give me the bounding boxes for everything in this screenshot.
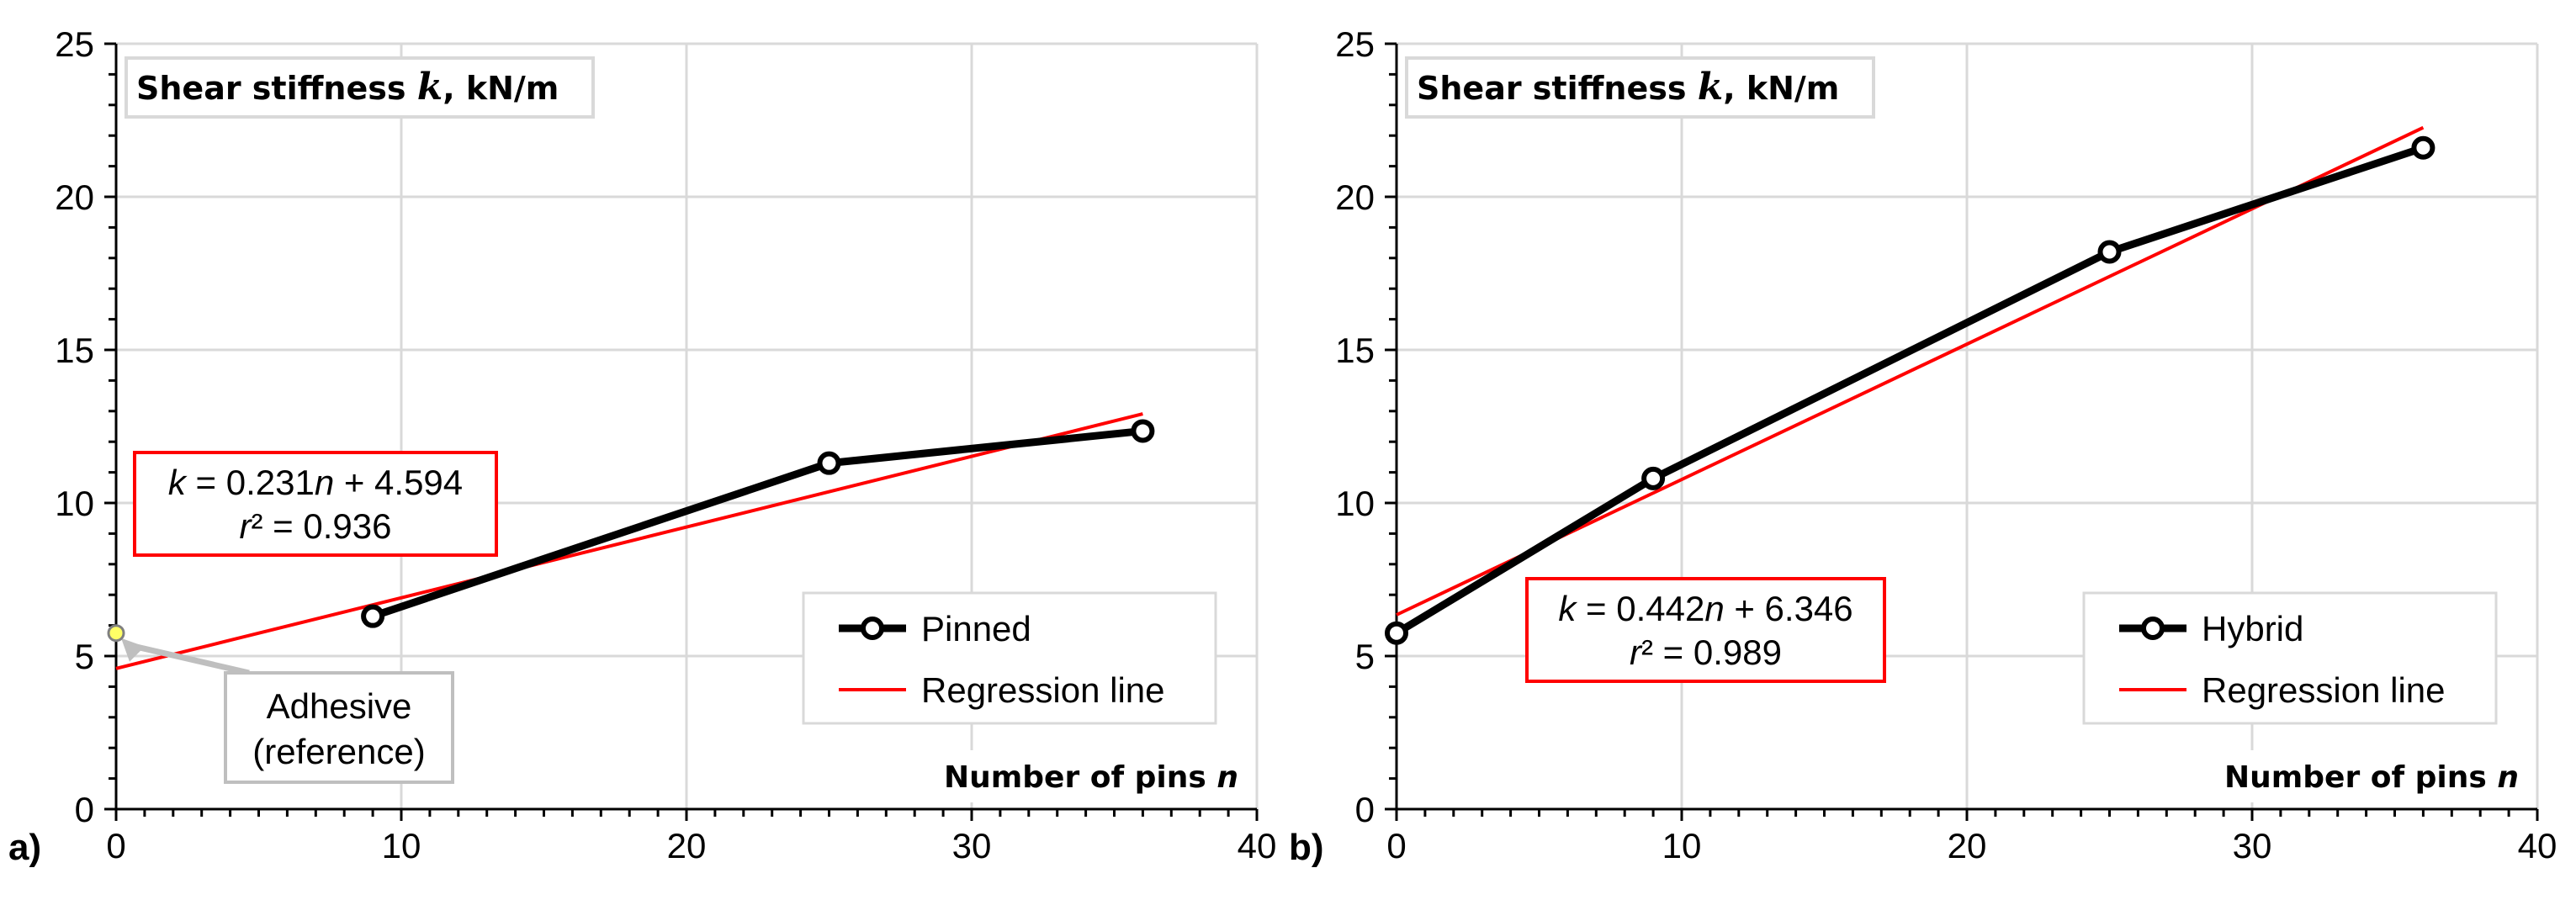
equation-line: k = 0.231n + 4.594 xyxy=(168,463,463,502)
panel-label: a) xyxy=(8,827,41,868)
x-tick-label: 40 xyxy=(1238,826,1277,865)
legend-label-series: Hybrid xyxy=(2202,609,2303,648)
x-tick-label: 20 xyxy=(1948,826,1987,865)
legend-marker xyxy=(861,617,884,640)
y-tick-label: 25 xyxy=(55,24,94,64)
x-axis-label-part: Number of pins xyxy=(2224,760,2497,795)
legend-label-regression: Regression line xyxy=(2202,670,2446,710)
y-tick-label: 20 xyxy=(1335,177,1375,217)
y-tick-label: 10 xyxy=(1335,484,1375,523)
y-axis-label-part: Shear stiffness xyxy=(1417,70,1698,107)
legend: Hybrid Regression line xyxy=(2082,591,2498,725)
legend: Pinned Regression line xyxy=(802,591,1217,725)
y-tick-label: 0 xyxy=(1355,790,1375,829)
y-axis-label-part: k xyxy=(1698,66,1724,108)
legend-label-regression: Regression line xyxy=(921,670,1165,710)
legend-box xyxy=(802,591,1217,725)
y-tick-label: 5 xyxy=(75,637,94,676)
data-point xyxy=(817,451,841,475)
data-point xyxy=(1641,466,1666,490)
equation-line: k = 0.442n + 6.346 xyxy=(1558,589,1852,628)
data-point xyxy=(1385,621,1408,645)
equation-part: + 6.346 xyxy=(1725,589,1853,628)
data-point xyxy=(1131,419,1155,443)
reference-arrow xyxy=(127,642,250,676)
equation-part: = 0.231 xyxy=(186,463,315,502)
x-tick-label: 0 xyxy=(1386,826,1406,865)
x-axis-label-part: n xyxy=(1216,760,1238,795)
equation-part: k xyxy=(168,463,188,502)
r-squared-line: r² = 0.936 xyxy=(240,506,392,546)
x-axis-label-box xyxy=(914,750,1250,802)
y-axis-label-part: , kN/m xyxy=(1723,70,1839,107)
equation-part: k xyxy=(1558,589,1577,628)
legend-box xyxy=(2082,591,2498,725)
equation-box xyxy=(1525,577,1886,683)
x-tick-label: 30 xyxy=(952,826,992,865)
data-point xyxy=(2097,240,2122,264)
equation-part: = 0.442 xyxy=(1576,589,1704,628)
reference-arrowhead xyxy=(121,638,145,662)
y-tick-label: 25 xyxy=(1335,24,1375,64)
reference-label-line1: Adhesive xyxy=(267,686,412,726)
x-tick-label: 40 xyxy=(2518,826,2557,865)
x-axis-label-part: n xyxy=(2497,760,2519,795)
r-squared-part: r xyxy=(1630,632,1643,672)
y-axis-label-part: , kN/m xyxy=(443,70,559,107)
y-tick-label: 15 xyxy=(55,331,94,370)
y-tick-label: 0 xyxy=(75,790,94,829)
data-point xyxy=(2411,135,2436,160)
x-tick-label: 10 xyxy=(1662,826,1702,865)
equation-part: n xyxy=(315,463,334,502)
y-tick-label: 10 xyxy=(55,484,94,523)
y-axis-label-box xyxy=(125,56,595,119)
reference-point xyxy=(107,624,125,643)
equation-box xyxy=(133,451,498,557)
y-tick-label: 5 xyxy=(1355,637,1375,676)
r-squared-part: ² = 0.989 xyxy=(1641,632,1782,672)
equation-part: + 4.594 xyxy=(334,463,463,502)
y-axis-label-part: k xyxy=(417,66,443,108)
panel-label: b) xyxy=(1289,827,1324,868)
series-line-hybrid xyxy=(1394,144,2425,637)
r-squared-part: r xyxy=(240,506,253,546)
legend-label-series: Pinned xyxy=(921,609,1031,648)
data-point xyxy=(361,604,385,628)
y-axis-label: Shear stiffness k, kN/m xyxy=(1417,66,1839,108)
x-tick-label: 20 xyxy=(667,826,707,865)
x-axis-label: Number of pins n xyxy=(2224,760,2519,795)
x-axis-label-part: Number of pins xyxy=(944,760,1216,795)
reference-label-box xyxy=(224,671,454,784)
x-tick-label: 10 xyxy=(382,826,421,865)
x-axis-label-box xyxy=(2194,750,2531,802)
y-axis-label: Shear stiffness k, kN/m xyxy=(136,66,559,108)
equation-part: n xyxy=(1704,589,1724,628)
y-tick-label: 15 xyxy=(1335,331,1375,370)
r-squared-line: r² = 0.989 xyxy=(1630,632,1782,672)
y-axis-label-box xyxy=(1405,56,1875,119)
y-tick-label: 20 xyxy=(55,177,94,217)
r-squared-part: ² = 0.936 xyxy=(252,506,392,546)
x-axis-label: Number of pins n xyxy=(944,760,1238,795)
x-tick-label: 30 xyxy=(2233,826,2272,865)
regression-line xyxy=(115,412,1143,670)
legend-marker xyxy=(2141,617,2165,640)
reference-label-line2: (reference) xyxy=(252,732,425,771)
y-axis-label-part: Shear stiffness xyxy=(136,70,417,107)
x-tick-label: 0 xyxy=(106,826,125,865)
